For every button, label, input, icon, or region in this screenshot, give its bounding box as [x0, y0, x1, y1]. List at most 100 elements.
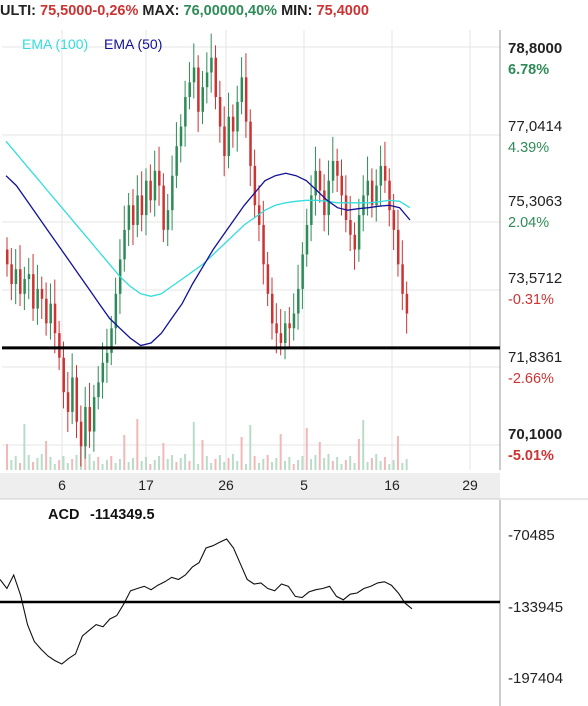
volume-bar: [188, 461, 191, 470]
x-tick-label: 5: [300, 477, 308, 493]
volume-bar: [158, 456, 161, 470]
volume-bar: [310, 459, 313, 470]
volume-bar: [131, 458, 134, 470]
max-label: MAX:: [142, 3, 180, 19]
candle-body: [114, 293, 118, 329]
y-tick-pct: 4.39%: [508, 140, 549, 156]
volume-bar: [66, 463, 69, 470]
volume-bar: [340, 464, 343, 470]
volume-bar: [383, 457, 386, 470]
acd-title: ACD: [48, 507, 79, 523]
volume-bar: [123, 435, 126, 470]
candle-body: [88, 406, 92, 432]
volume-bar: [288, 457, 291, 470]
volume-bar: [349, 456, 352, 470]
volume-bar: [92, 461, 95, 470]
volume-bar: [262, 459, 265, 470]
ema50-line: [5, 172, 411, 347]
volume-bar: [192, 422, 195, 470]
volume-bar: [375, 454, 378, 470]
candle-body: [123, 229, 126, 260]
candle-body: [401, 264, 404, 294]
volume-bar: [136, 419, 139, 470]
candle-body: [375, 185, 378, 206]
candle-body: [244, 77, 248, 122]
volume-bar: [353, 463, 356, 470]
candle-body: [58, 333, 61, 358]
volume-bar: [284, 461, 287, 470]
candle-body: [131, 205, 135, 225]
candle-body: [340, 175, 343, 196]
volume-bar: [140, 461, 143, 470]
volume-bar: [97, 457, 100, 470]
candle-body: [205, 72, 209, 88]
candle-body: [240, 77, 244, 102]
volume-bar: [205, 456, 208, 470]
candle-body: [101, 362, 105, 383]
volume-bar: [401, 463, 404, 470]
acd-y-tick-label: -197404: [508, 670, 563, 687]
candle-body: [166, 210, 170, 230]
volume-bar: [297, 460, 300, 470]
volume-bar: [396, 436, 399, 470]
candle-body: [388, 180, 391, 211]
candle-body: [318, 170, 322, 191]
volume-bar: [227, 458, 230, 470]
volume-bar: [323, 458, 326, 470]
y-tick-label: 78,8000: [508, 40, 562, 57]
y-tick-label: 77,0414: [508, 118, 562, 135]
volume-bar: [88, 454, 91, 470]
volume-bar: [197, 464, 200, 470]
min-value: 75,4000: [316, 3, 369, 19]
candle-body: [179, 126, 183, 147]
volume-bar: [357, 439, 360, 470]
volume-bar: [218, 455, 221, 470]
candle-body: [284, 323, 287, 344]
candle-body: [158, 170, 161, 186]
candle-body: [336, 160, 339, 176]
candle-body: [197, 67, 200, 112]
candle-body: [266, 264, 270, 294]
volume-bar: [292, 464, 295, 470]
candle-body: [262, 224, 265, 265]
candle-body: [379, 165, 383, 186]
volume-bar: [279, 434, 282, 470]
candle-body: [396, 229, 400, 265]
candle-body: [45, 298, 48, 324]
candle-body: [323, 190, 326, 216]
candle-body: [214, 57, 218, 98]
candle-body: [253, 165, 257, 206]
candle-body: [288, 323, 291, 329]
candle-body: [145, 180, 148, 216]
candle-body: [327, 180, 330, 216]
candle-body: [301, 254, 304, 289]
volume-bar: [392, 460, 395, 470]
last-change: -0,26%: [92, 3, 139, 19]
candle-body: [362, 195, 365, 216]
volume-bar: [231, 454, 234, 470]
y-tick-label: 73,5712: [508, 270, 562, 287]
y-tick-pct: -0.31%: [508, 292, 554, 308]
volume-bar: [305, 428, 308, 470]
y-tick-pct: -5.01%: [508, 448, 554, 464]
volume-bar: [301, 456, 304, 470]
volume-bar: [362, 420, 365, 470]
x-tick-label: 29: [462, 477, 478, 493]
volume-bar: [145, 457, 148, 470]
volume-bar: [223, 462, 226, 470]
candle-body: [84, 406, 87, 447]
volume-bar: [40, 454, 43, 470]
volume-bar: [58, 460, 61, 470]
volume-bar: [171, 455, 174, 470]
candle-body: [370, 180, 374, 206]
y-tick-pct: 2.04%: [508, 215, 549, 231]
volume-bar: [175, 462, 178, 470]
candle-body: [110, 328, 113, 353]
volume-bar: [405, 459, 408, 470]
candle-body: [231, 116, 235, 132]
volume-bar: [184, 454, 187, 470]
candle-body: [184, 97, 187, 127]
volume-bar: [127, 462, 130, 470]
volume-bar: [179, 458, 182, 470]
